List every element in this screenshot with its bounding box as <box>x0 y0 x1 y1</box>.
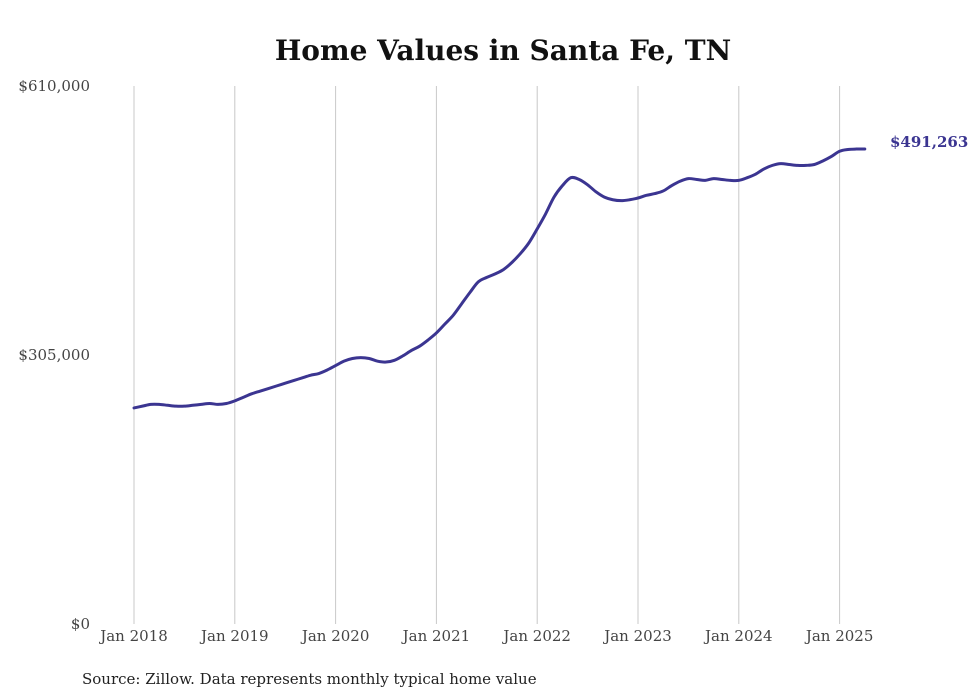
source-note: Source: Zillow. Data represents monthly … <box>82 670 537 688</box>
gridlines <box>133 86 841 624</box>
x-tick-label: Jan 2019 <box>199 627 269 645</box>
y-tick-label: $0 <box>71 615 90 633</box>
series-line <box>132 147 867 410</box>
x-tick-label: Jan 2018 <box>98 627 168 645</box>
chart-title: Home Values in Santa Fe, TN <box>275 34 731 67</box>
x-tick-label: Jan 2024 <box>703 627 773 645</box>
series-layer <box>132 147 867 410</box>
x-tick-label: Jan 2021 <box>401 627 471 645</box>
x-axis-ticks: Jan 2018 Jan 2019 Jan 2020 Jan 2021 Jan 2022… <box>98 627 873 645</box>
x-tick-label: Jan 2022 <box>501 627 571 645</box>
end-value-label: $491,263 <box>890 133 968 151</box>
y-axis-ticks: $0 $305,000 $610,000 <box>18 77 90 633</box>
y-tick-label: $305,000 <box>18 346 90 364</box>
x-tick-label: Jan 2025 <box>804 627 874 645</box>
y-tick-label: $610,000 <box>18 77 90 95</box>
x-tick-label: Jan 2020 <box>300 627 370 645</box>
x-tick-label: Jan 2023 <box>602 627 672 645</box>
